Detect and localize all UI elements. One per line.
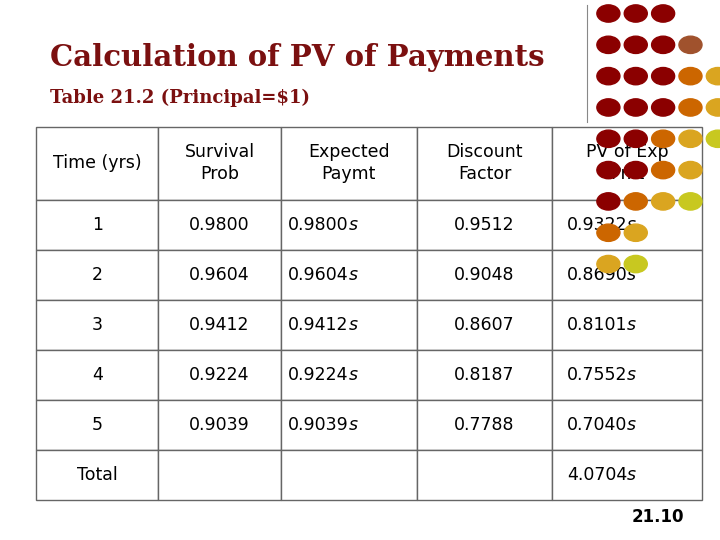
Text: s: s	[627, 215, 636, 234]
Text: 2: 2	[91, 266, 103, 284]
Text: 0.7788: 0.7788	[454, 415, 515, 434]
Text: s: s	[348, 415, 358, 434]
Text: 0.9800: 0.9800	[288, 215, 348, 234]
Text: Table 21.2 (Principal=$1): Table 21.2 (Principal=$1)	[50, 89, 310, 107]
Text: Time (yrs): Time (yrs)	[53, 154, 141, 172]
Text: 0.9039: 0.9039	[189, 415, 250, 434]
Text: 0.7040: 0.7040	[567, 415, 627, 434]
Text: Survival
Prob: Survival Prob	[184, 143, 255, 183]
Text: 3: 3	[91, 315, 103, 334]
Text: 0.9604: 0.9604	[288, 266, 348, 284]
Text: 0.9039: 0.9039	[288, 415, 348, 434]
Text: Total: Total	[77, 465, 117, 483]
Text: 4.0704: 4.0704	[567, 465, 627, 483]
Text: 0.9322: 0.9322	[567, 215, 627, 234]
Text: 1: 1	[91, 215, 103, 234]
Text: 0.8690: 0.8690	[567, 266, 627, 284]
Text: Expected
Paymt: Expected Paymt	[307, 143, 390, 183]
Text: s: s	[348, 215, 358, 234]
Text: 0.9048: 0.9048	[454, 266, 515, 284]
Text: 5: 5	[91, 415, 103, 434]
Text: 0.9604: 0.9604	[189, 266, 250, 284]
Text: 0.8187: 0.8187	[454, 366, 515, 383]
Text: 0.9412: 0.9412	[189, 315, 250, 334]
Text: s: s	[627, 415, 636, 434]
Text: 0.9224: 0.9224	[189, 366, 250, 383]
Text: Calculation of PV of Payments: Calculation of PV of Payments	[50, 43, 545, 72]
Text: s: s	[348, 315, 358, 334]
Text: s: s	[627, 266, 636, 284]
Text: s: s	[627, 315, 636, 334]
Text: 0.8607: 0.8607	[454, 315, 515, 334]
Text: 0.9224: 0.9224	[288, 366, 348, 383]
Text: 4: 4	[91, 366, 103, 383]
Text: 0.9800: 0.9800	[189, 215, 250, 234]
Text: s: s	[348, 366, 358, 383]
Text: s: s	[348, 266, 358, 284]
Text: PV of Exp
Pmt: PV of Exp Pmt	[586, 143, 669, 183]
Text: Discount
Factor: Discount Factor	[446, 143, 523, 183]
Text: 0.9412: 0.9412	[288, 315, 348, 334]
Text: 0.7552: 0.7552	[567, 366, 627, 383]
Text: 0.8101: 0.8101	[567, 315, 627, 334]
Text: s: s	[627, 465, 636, 483]
Text: 0.9512: 0.9512	[454, 215, 515, 234]
Text: 21.10: 21.10	[631, 509, 684, 526]
Text: s: s	[627, 366, 636, 383]
